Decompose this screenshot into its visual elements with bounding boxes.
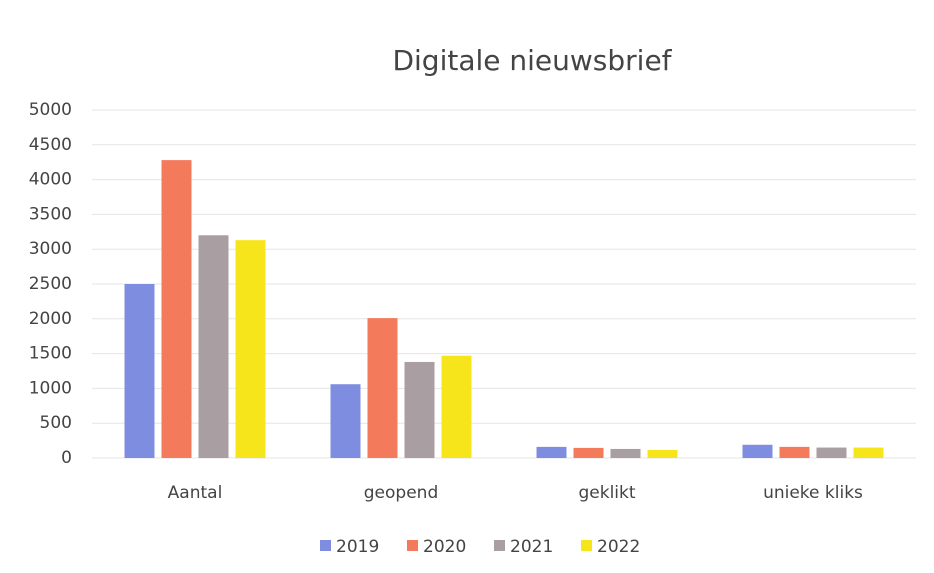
bar: [441, 355, 472, 458]
legend-swatch: [494, 540, 505, 551]
bar: [573, 447, 604, 458]
y-tick-label: 2000: [29, 309, 72, 329]
bar: [536, 446, 567, 458]
bar: [742, 444, 773, 458]
chart-title: Digitale nieuwsbrief: [392, 44, 672, 77]
y-tick-label: 1000: [29, 378, 72, 398]
bar: [330, 384, 361, 458]
legend-swatch: [581, 540, 592, 551]
x-tick-label: Aantal: [168, 483, 223, 503]
bar: [816, 447, 847, 458]
y-tick-label: 0: [61, 448, 72, 468]
x-tick-label: geopend: [364, 483, 438, 503]
y-tick-label: 2500: [29, 274, 72, 294]
bar: [367, 318, 398, 458]
bar: [779, 446, 810, 458]
bar: [647, 449, 678, 458]
legend-label: 2021: [510, 537, 553, 557]
y-tick-label: 5000: [29, 100, 72, 120]
bar: [610, 448, 641, 458]
y-tick-label: 4500: [29, 135, 72, 155]
x-tick-label: unieke kliks: [763, 483, 863, 503]
bar: [853, 447, 884, 458]
legend-swatch: [407, 540, 418, 551]
y-tick-label: 3500: [29, 204, 72, 224]
bar: [235, 240, 266, 458]
y-tick-label: 500: [40, 413, 72, 433]
legend-swatch: [320, 540, 331, 551]
legend-label: 2019: [336, 537, 379, 557]
y-tick-label: 3000: [29, 239, 72, 259]
bar: [161, 160, 192, 458]
bar: [404, 361, 435, 458]
bar: [124, 284, 155, 458]
y-tick-label: 4000: [29, 170, 72, 190]
legend-label: 2022: [597, 537, 640, 557]
legend-label: 2020: [423, 537, 466, 557]
y-tick-label: 1500: [29, 344, 72, 364]
bar: [198, 235, 229, 458]
x-tick-label: geklikt: [578, 483, 635, 503]
